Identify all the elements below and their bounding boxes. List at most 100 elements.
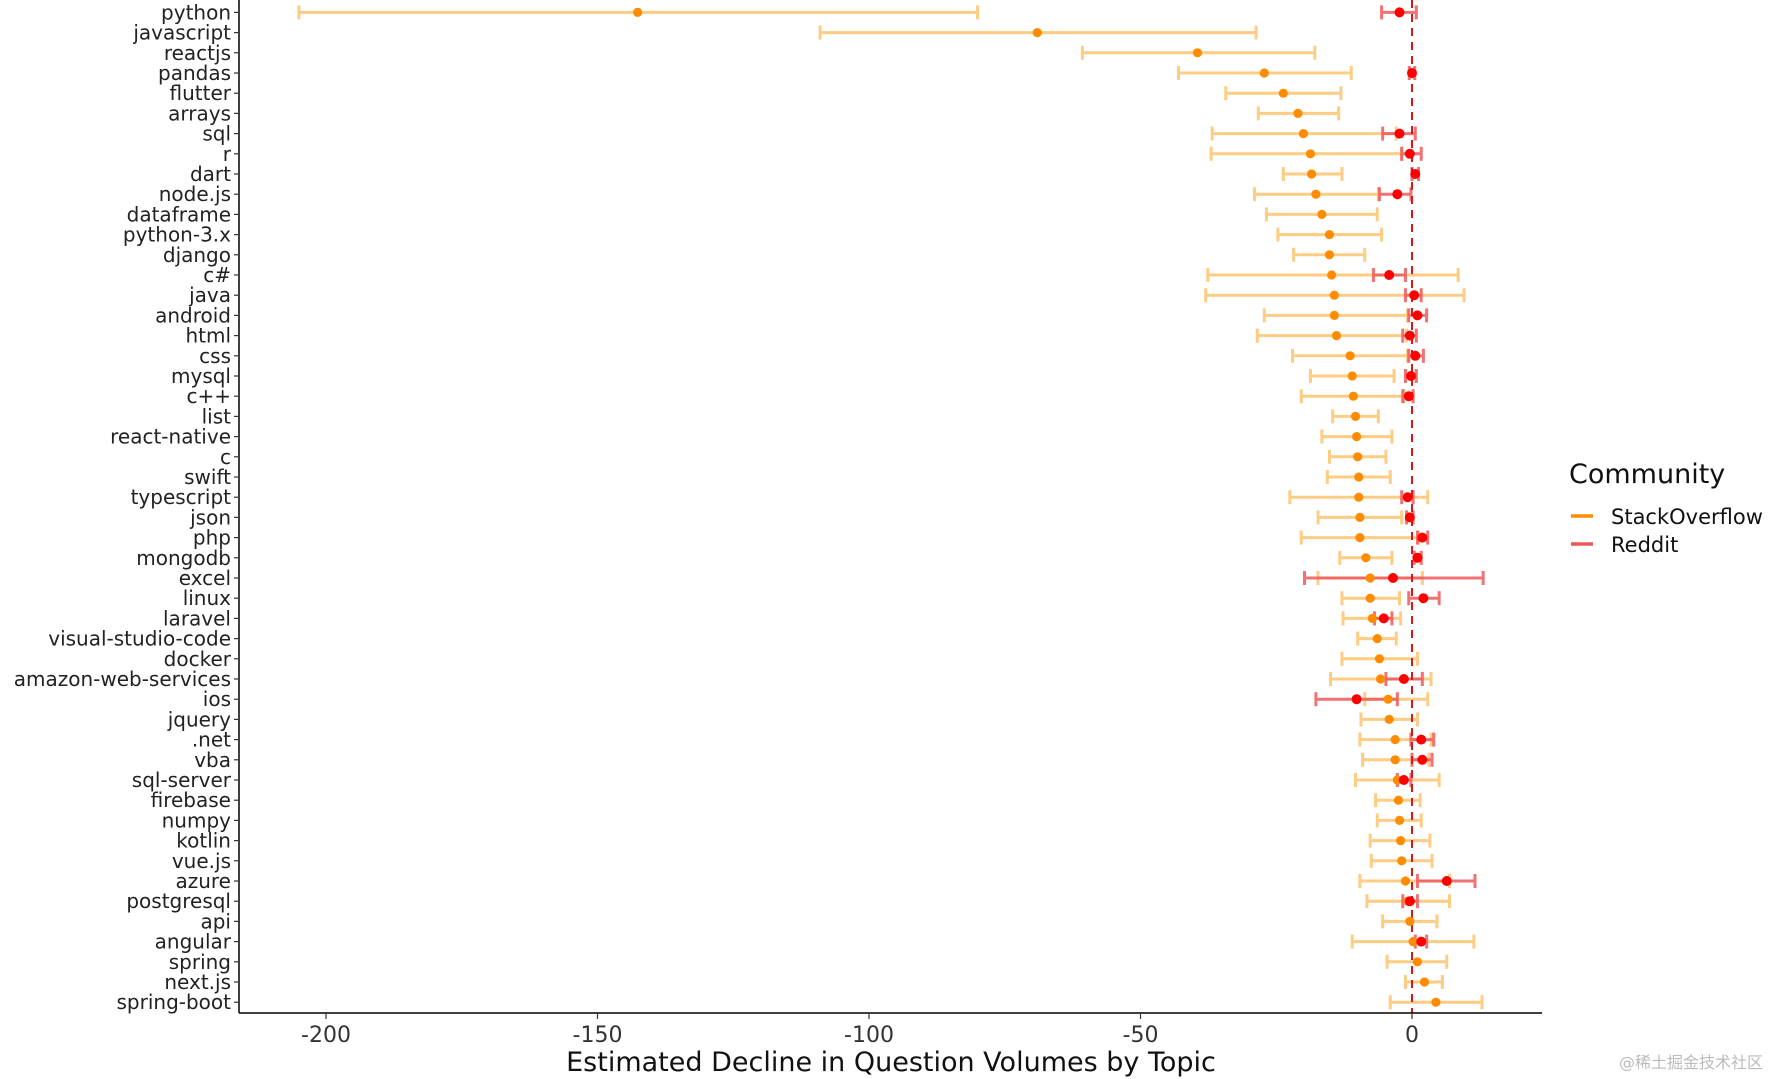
y-tick-label: reactjs: [164, 41, 231, 65]
y-tick-label: amazon-web-services: [14, 667, 231, 691]
point-reddit: [1384, 270, 1395, 280]
point-reddit: [1392, 189, 1403, 200]
point-stackoverflow: [1032, 27, 1042, 38]
point-stackoverflow: [1331, 331, 1342, 341]
point-reddit: [1404, 330, 1415, 341]
x-axis: -200 -150 -100 -50 0: [239, 1012, 1542, 1048]
point-stackoverflow: [1365, 593, 1375, 603]
point-stackoverflow: [1374, 654, 1385, 664]
y-tick-label: sql-server: [132, 768, 232, 792]
x-tick-label: 0: [1405, 1023, 1419, 1048]
x-tick-label: -150: [573, 1023, 623, 1048]
point-stackoverflow: [1350, 411, 1361, 421]
point-reddit: [1378, 613, 1389, 624]
y-tick-label: dataframe: [127, 202, 231, 226]
y-tick-label: api: [200, 909, 231, 933]
point-reddit: [1404, 512, 1415, 523]
point-stackoverflow: [1383, 694, 1393, 704]
point-reddit: [1410, 169, 1421, 179]
point-stackoverflow: [1192, 48, 1203, 58]
legend-label-reddit: Reddit: [1611, 533, 1678, 557]
y-tick-label: mongodb: [136, 546, 231, 570]
point-stackoverflow: [1348, 391, 1358, 401]
point-stackoverflow: [1405, 916, 1415, 927]
y-tick-label: pandas: [158, 61, 231, 85]
y-tick-label: laravel: [163, 606, 231, 630]
y-tick-label: spring-boot: [117, 990, 232, 1014]
point-reddit: [1398, 775, 1409, 785]
y-tick-label: arrays: [168, 101, 231, 125]
point-reddit: [1417, 532, 1428, 543]
point-stackoverflow: [1355, 512, 1365, 523]
x-tick-label: -100: [844, 1023, 894, 1048]
y-tick-label: docker: [164, 647, 232, 671]
point-stackoverflow: [1395, 836, 1406, 846]
y-tick-label: excel: [179, 566, 231, 590]
y-tick-label: swift: [184, 465, 231, 489]
y-tick-label: azure: [175, 869, 231, 893]
y-tick-label: mysql: [171, 364, 231, 388]
y-tick-label: kotlin: [176, 829, 231, 853]
point-stackoverflow: [1329, 290, 1339, 300]
y-tick-label: react-native: [110, 425, 231, 449]
point-stackoverflow: [1324, 230, 1335, 240]
point-stackoverflow: [1365, 573, 1375, 583]
point-reddit: [1409, 290, 1420, 301]
y-tick-label: node.js: [159, 182, 231, 206]
y-tick-label: jquery: [167, 707, 231, 731]
y-tick-label: ios: [203, 687, 231, 711]
point-reddit: [1404, 896, 1415, 907]
y-tick-label: c++: [186, 384, 231, 408]
y-axis: pythonjavascriptreactjspandasflutterarra…: [14, 0, 240, 1014]
point-reddit: [1417, 754, 1428, 765]
point-stackoverflow: [1352, 432, 1362, 442]
y-tick-label: python-3.x: [123, 223, 231, 247]
point-stackoverflow: [1259, 68, 1269, 78]
point-reddit: [1416, 734, 1427, 745]
point-stackoverflow: [1355, 533, 1365, 543]
y-tick-label: angular: [155, 930, 232, 954]
point-stackoverflow: [1293, 108, 1303, 118]
point-stackoverflow: [1353, 452, 1363, 462]
y-tick-label: c#: [203, 263, 231, 287]
x-tick-label: -50: [1123, 1023, 1159, 1048]
y-tick-label: flutter: [170, 81, 232, 105]
point-stackoverflow: [1384, 714, 1394, 725]
point-stackoverflow: [1361, 553, 1371, 563]
y-tick-label: html: [185, 324, 231, 348]
point-stackoverflow: [1306, 169, 1317, 179]
point-stackoverflow: [1375, 674, 1386, 684]
point-stackoverflow: [1390, 735, 1400, 745]
point-stackoverflow: [1345, 351, 1355, 361]
y-tick-label: r: [223, 142, 232, 166]
point-stackoverflow: [1394, 815, 1405, 826]
y-tick-label: spring: [169, 950, 231, 974]
y-tick-label: json: [189, 505, 231, 529]
point-stackoverflow: [1317, 209, 1327, 219]
x-tick-label: -200: [301, 1023, 351, 1048]
y-tick-label: sql: [202, 122, 231, 146]
error-bar-stackoverflow: [1255, 328, 1409, 343]
point-reddit: [1402, 492, 1413, 503]
point-reddit: [1351, 694, 1362, 705]
point-stackoverflow: [1329, 310, 1339, 320]
point-reddit: [1441, 876, 1452, 886]
point-reddit: [1412, 310, 1423, 321]
x-axis-title: Estimated Decline in Question Volumes by…: [566, 1047, 1216, 1078]
point-reddit: [1418, 593, 1429, 604]
y-tick-label: vue.js: [172, 849, 231, 873]
legend-label-stackoverflow: StackOverflow: [1611, 505, 1763, 529]
y-tick-label: .net: [192, 728, 231, 752]
y-tick-label: java: [188, 283, 231, 307]
point-stackoverflow: [1408, 937, 1418, 947]
y-tick-label: css: [199, 344, 231, 368]
point-reddit: [1404, 148, 1415, 159]
point-reddit: [1394, 7, 1405, 18]
y-tick-label: visual-studio-code: [48, 627, 231, 651]
y-tick-label: typescript: [131, 485, 232, 509]
point-stackoverflow: [1397, 856, 1407, 866]
y-tick-label: android: [155, 303, 231, 327]
y-tick-label: list: [202, 404, 232, 428]
point-stackoverflow: [1324, 250, 1335, 260]
legend-title: Community: [1569, 459, 1725, 490]
